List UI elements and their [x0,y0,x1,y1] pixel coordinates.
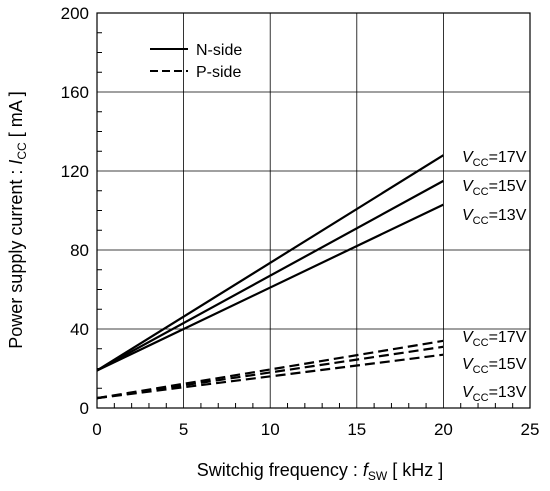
series-layer [96,154,444,400]
series-line-p-side-vcc=13v [96,353,444,400]
series-line-p-side-vcc=15v [96,345,444,400]
x-tick-label: 5 [179,420,188,439]
series-line-n-side-vcc=17v [96,154,444,372]
series-label: VCC=13V [462,384,527,404]
series-label: VCC=17V [462,149,527,169]
y-tick-label: 0 [80,399,89,418]
plot-frame [96,12,531,409]
legend: N-side P-side [150,42,242,81]
series-line-n-side-vcc=13v [96,203,444,372]
series-line-p-side-vcc=17v [96,339,444,400]
minor-ticks [97,32,514,408]
y-tick-label: 80 [70,241,89,260]
series-label: VCC=15V [462,356,527,376]
y-tick-label: 160 [61,83,89,102]
y-tick-label: 200 [61,4,89,23]
series-labels: VCC=17V VCC=15V VCC=13V VCC=17V VCC=15V VCC=1… [462,149,527,404]
x-tick-label: 10 [261,420,280,439]
y-axis-title: Power supply current : ICC [ mA ] [6,91,29,348]
x-tick-label: 15 [347,420,366,439]
legend-label-n-side: N-side [196,42,242,59]
tick-labels: 0 5 10 15 20 25 0 40 80 120 160 200 [61,4,540,439]
legend-label-p-side: P-side [196,64,241,81]
series-label: VCC=13V [462,207,527,227]
x-axis-title: Switchig frequency : fSW [ kHz ] [197,460,443,483]
x-tick-label: 0 [92,420,101,439]
series-line-n-side-vcc=15v [96,179,444,372]
series-label: VCC=15V [462,178,527,198]
series-label: VCC=17V [462,329,527,349]
x-tick-label: 20 [434,420,453,439]
x-tick-label: 25 [521,420,540,439]
y-tick-label: 40 [70,320,89,339]
y-tick-label: 120 [61,162,89,181]
